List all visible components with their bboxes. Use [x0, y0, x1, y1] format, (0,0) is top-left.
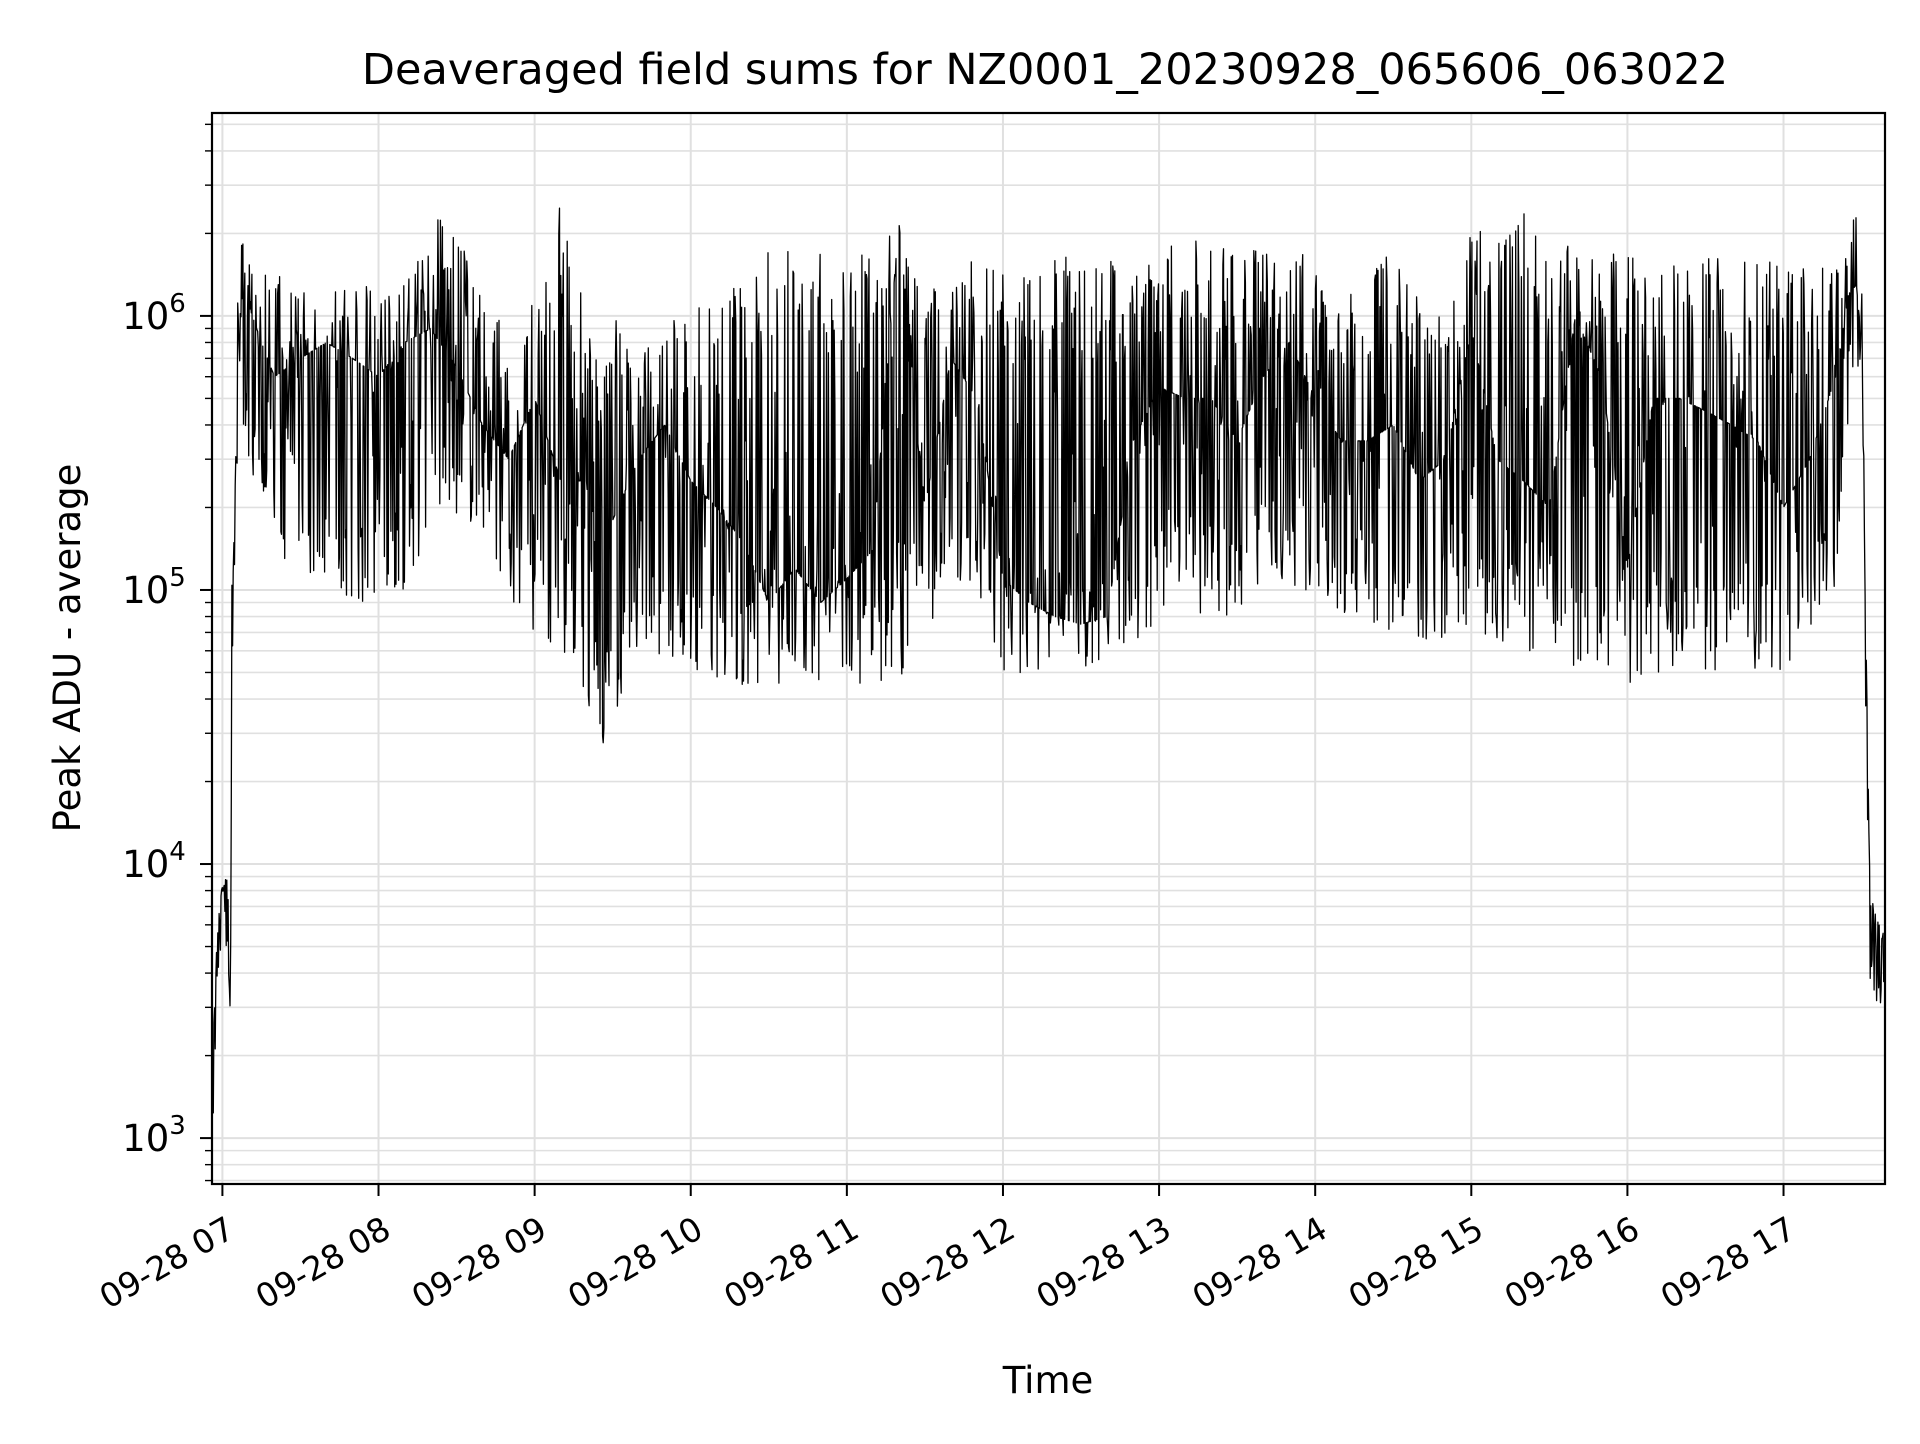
series-layer [211, 207, 1886, 1142]
data-series-line [211, 207, 1886, 1142]
y-tick-label: 106 [122, 289, 186, 338]
plot-frame [210, 111, 1887, 1186]
y-axis-label: Peak ADU - average [46, 464, 89, 833]
y-tick-label: 104 [122, 837, 186, 886]
y-tick-label: 105 [122, 563, 186, 612]
x-axis-label: Time [1002, 1359, 1094, 1402]
chart-title: Deaveraged field sums for NZ0001_2023092… [362, 45, 1728, 95]
y-tick-label: 103 [122, 1111, 186, 1160]
